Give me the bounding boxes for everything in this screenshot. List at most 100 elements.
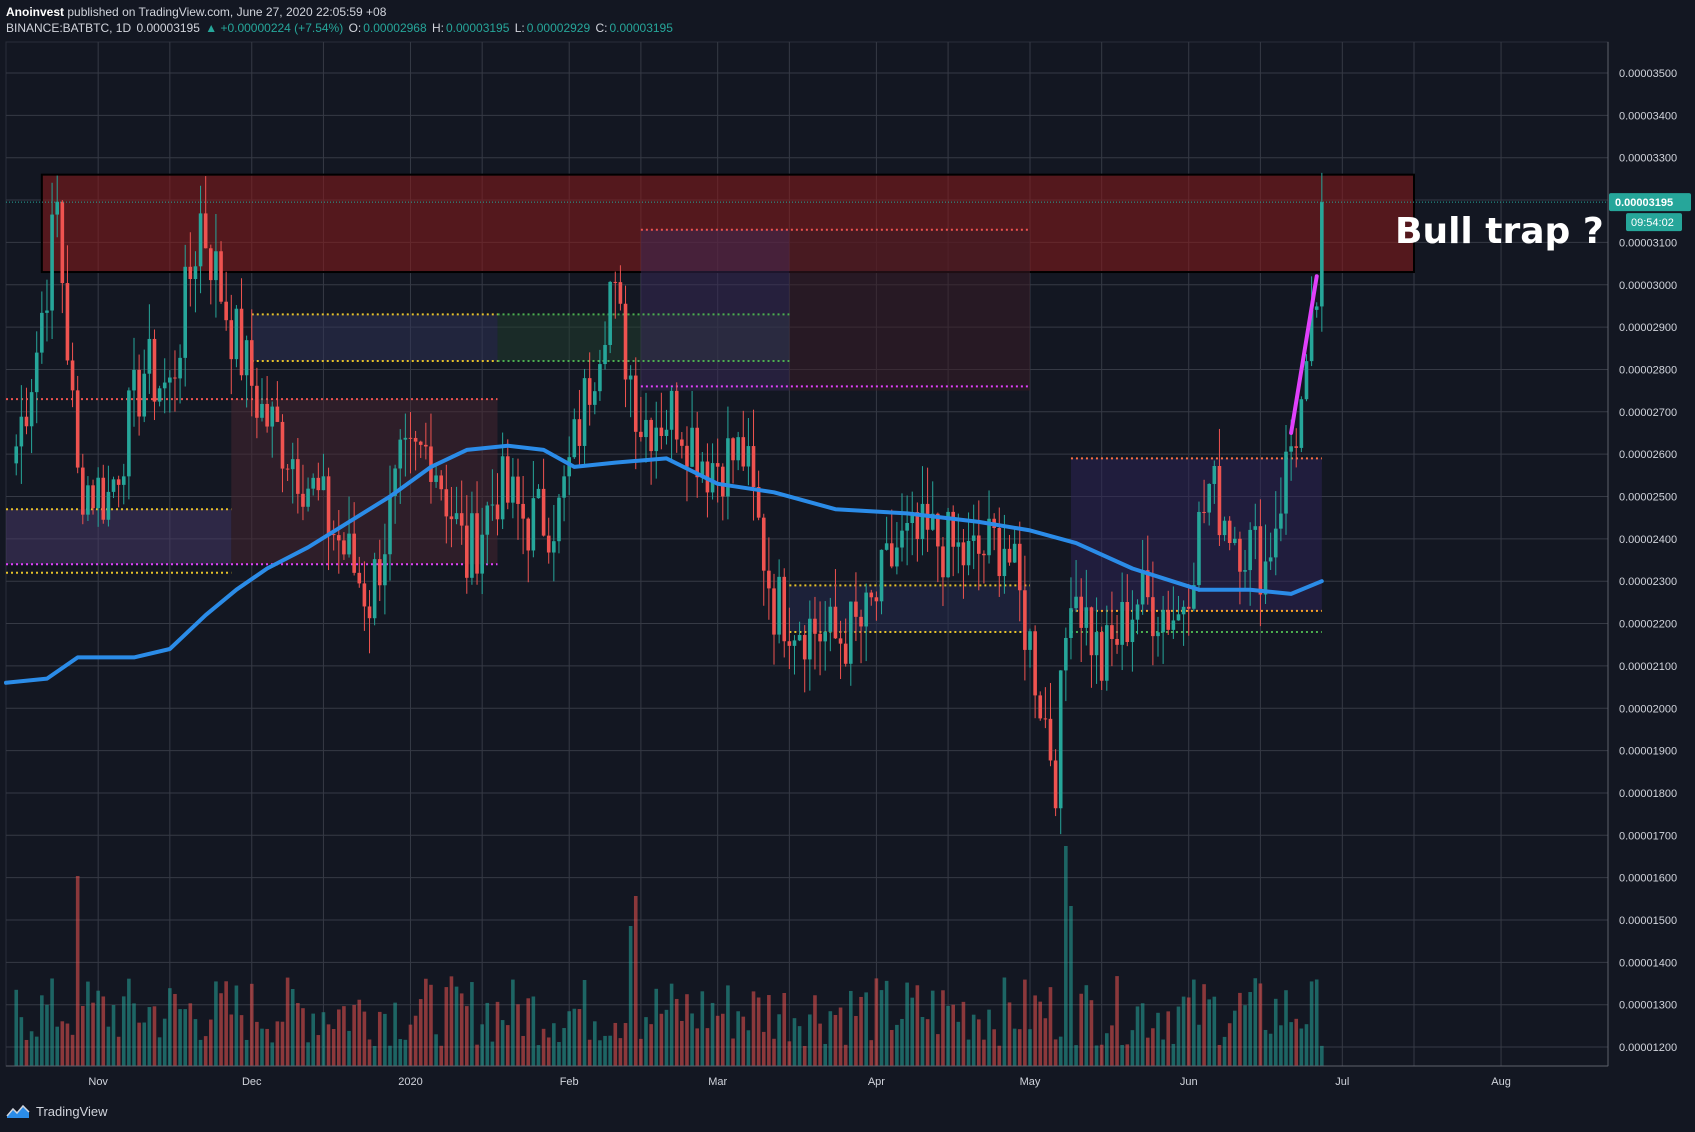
candle-body	[75, 390, 80, 468]
volume-bar	[1279, 1025, 1283, 1066]
candle-body	[767, 570, 771, 589]
candle-body	[797, 634, 802, 641]
candle-body	[1217, 465, 1222, 536]
volume-bar	[301, 1008, 305, 1066]
candle-body	[521, 503, 525, 519]
volume-bar	[249, 983, 254, 1066]
volume-bar	[838, 1007, 843, 1066]
candle-body	[618, 282, 623, 304]
volume-bar	[1222, 1036, 1227, 1066]
volume-bar	[24, 1039, 29, 1066]
candle-body	[869, 592, 874, 598]
candle-body	[1125, 602, 1130, 643]
symbol-label[interactable]: BINANCE:BATBTC, 1D	[6, 21, 132, 35]
countdown-tag	[1626, 213, 1682, 232]
volume-bar	[782, 993, 787, 1066]
candle-body	[301, 493, 305, 507]
candle-body	[321, 476, 326, 491]
candle-body	[900, 530, 904, 548]
volume-bar	[152, 1006, 157, 1066]
candle-body	[203, 213, 208, 249]
y-tick-label: 0.00002900	[1619, 322, 1677, 334]
volume-bar	[987, 1009, 991, 1066]
volume-bar	[854, 1015, 858, 1066]
chart-header: Anoinvest published on TradingView.com, …	[6, 4, 675, 36]
y-tick-label: 0.00001600	[1619, 873, 1677, 885]
volume-bar	[941, 990, 945, 1066]
candle-body	[859, 616, 863, 627]
volume-bar	[1314, 979, 1319, 1066]
candle-body	[168, 377, 172, 383]
publish-line: Anoinvest published on TradingView.com, …	[6, 4, 675, 20]
candle-body	[209, 248, 213, 281]
volume-bar	[362, 1011, 367, 1066]
candle-body	[1181, 606, 1186, 615]
candle-body	[249, 340, 254, 386]
candle-body	[936, 513, 940, 547]
candle-body	[1284, 451, 1288, 514]
candle-body	[1151, 597, 1155, 637]
candle-body	[1171, 620, 1176, 630]
volume-bar	[1161, 1039, 1165, 1066]
open-value: 0.00002968	[363, 21, 427, 35]
volume-bar	[633, 896, 638, 1066]
footer-branding[interactable]: TradingView	[6, 1103, 108, 1119]
candle-body	[1176, 614, 1181, 621]
candle-body	[1268, 557, 1273, 562]
volume-bar	[111, 1005, 116, 1066]
candle-body	[649, 419, 653, 452]
volume-bar	[203, 1036, 208, 1066]
candle-body	[1309, 309, 1314, 362]
candle-body	[500, 456, 505, 520]
candle-body	[142, 373, 147, 417]
volume-bar	[731, 1038, 735, 1066]
volume-bar	[398, 1039, 403, 1066]
candle-body	[60, 201, 65, 284]
volume-bar	[1069, 906, 1073, 1066]
candle-body	[685, 445, 689, 467]
volume-bar	[557, 1042, 561, 1066]
candle-body	[1279, 513, 1283, 529]
candle-body	[802, 634, 807, 660]
author-name[interactable]: Anoinvest	[6, 5, 65, 19]
candle-body	[86, 485, 90, 515]
volume-bar	[695, 1028, 699, 1066]
volume-bar	[628, 926, 633, 1066]
last-price: 0.00003195	[136, 21, 200, 35]
y-tick-label: 0.00001400	[1619, 957, 1677, 969]
y-tick-label: 0.00001700	[1619, 830, 1677, 842]
candle-body	[1079, 596, 1083, 628]
candle-body	[1253, 526, 1258, 530]
candle-body	[582, 378, 587, 446]
candle-body	[147, 338, 152, 374]
volume-bar	[598, 1040, 602, 1066]
volume-bar	[1110, 1025, 1114, 1066]
volume-bar	[1238, 992, 1242, 1066]
candle-body	[40, 312, 44, 353]
candle-body	[567, 457, 571, 477]
chart-axes: 0.000035000.000034000.000033000.00003200…	[6, 42, 1677, 1088]
volume-bar	[1320, 1045, 1324, 1066]
candle-body	[1012, 543, 1017, 563]
candle-body	[644, 419, 648, 438]
volume-bar	[1227, 1023, 1232, 1066]
candle-body	[362, 583, 367, 607]
volume-bar	[50, 978, 54, 1066]
candle-body	[577, 419, 582, 446]
candle-body	[526, 518, 531, 551]
volume-bar	[531, 996, 536, 1066]
volume-bar	[86, 981, 90, 1066]
volume-bar	[19, 1017, 24, 1066]
y-tick-label: 0.00003400	[1619, 110, 1677, 122]
volume-bar	[490, 1041, 495, 1066]
volume-bar	[567, 1011, 571, 1066]
candle-body	[552, 541, 556, 553]
volume-bar	[920, 1017, 925, 1066]
volume-bar	[1156, 1012, 1160, 1066]
candle-body	[669, 390, 674, 430]
candle-body	[214, 251, 218, 281]
candle-body	[91, 485, 95, 509]
range-box	[6, 509, 232, 565]
candle-body	[1115, 638, 1119, 645]
